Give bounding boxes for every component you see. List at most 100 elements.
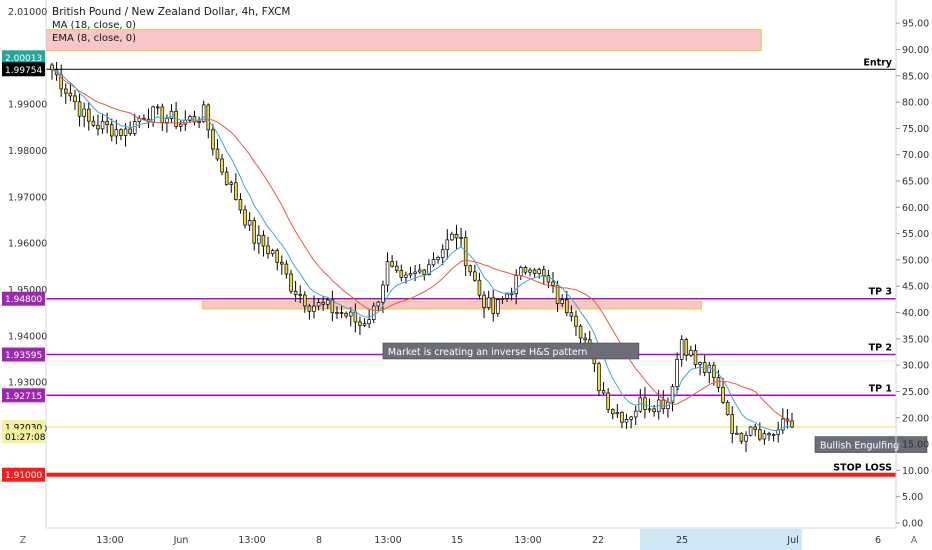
candle-body (440, 249, 445, 258)
candle-body (257, 234, 261, 244)
candle-body (578, 325, 583, 339)
legend: British Pound / New Zealand Dollar, 4h, … (52, 6, 290, 45)
candle-body (275, 250, 279, 263)
price-label-bg (2, 62, 45, 77)
time-tick-label: 13:00 (374, 535, 401, 546)
candle-body (574, 315, 578, 327)
candle-body (109, 124, 114, 137)
candle-body (105, 120, 109, 125)
candle-body (477, 279, 482, 296)
price-label-text: 1.99754 (5, 66, 42, 76)
annotation-text: Market is creating an inverse H&S patter… (388, 347, 588, 358)
auto-scale-label: A (911, 535, 918, 546)
candle-body (316, 302, 321, 307)
candle-body (523, 267, 528, 273)
candle-body (96, 125, 100, 130)
candle-body (243, 209, 247, 226)
candle-body (188, 116, 192, 121)
candle-body (399, 270, 404, 278)
candle-body (215, 148, 220, 160)
candle-body (330, 299, 335, 314)
candle-body (64, 88, 68, 94)
candle-body (712, 364, 716, 378)
candle-body (689, 350, 693, 356)
candle-body (643, 397, 647, 410)
levels: Entry TP 3 TP 2 TP 1 STOP LOSS (46, 57, 896, 477)
annotation-text: Bullish Engulfing (820, 441, 899, 452)
right-tick-label: 85.00 (902, 71, 929, 82)
right-tick-label: 20.00 (902, 413, 929, 424)
candle-body (652, 408, 656, 413)
candle-body (206, 104, 211, 131)
candle-body (417, 269, 422, 273)
candle-body (252, 220, 257, 244)
price-tick-label: 1.95000 (8, 285, 47, 296)
candle-body (229, 182, 234, 185)
right-tick-label: 75.00 (902, 124, 929, 135)
candle-body (482, 294, 486, 308)
right-tick-label: 90.00 (902, 45, 929, 56)
candle-body (307, 305, 312, 312)
chart-title: British Pound / New Zealand Dollar, 4h, … (52, 6, 291, 18)
candle-body (100, 120, 105, 130)
candle-body (790, 420, 794, 428)
candle-body (758, 429, 762, 440)
candle-body (679, 339, 684, 360)
candle-body (509, 293, 514, 296)
price-tick-label: 2.01000 (8, 7, 47, 18)
zones (45, 29, 762, 310)
candle-body (707, 364, 712, 373)
candle-body (565, 299, 569, 314)
time-tick-label: 22 (592, 535, 604, 546)
candle-body (385, 261, 390, 286)
candle-body (404, 274, 408, 278)
candle-body (353, 311, 358, 323)
price-label-text: 1.91000 (5, 471, 42, 481)
candle-body (298, 293, 302, 296)
price-label-text: 01:27:08 (5, 433, 46, 443)
candle-body (371, 305, 376, 320)
price-label-text: 1.93595 (5, 351, 42, 361)
candle-body (647, 408, 652, 411)
candle-body (601, 390, 606, 394)
right-tick-label: 35.00 (902, 334, 929, 345)
candle-body (431, 259, 436, 266)
candle-body (560, 299, 564, 304)
right-tick-label: 70.00 (902, 150, 929, 161)
candle-body (128, 128, 132, 134)
candle-body (546, 275, 551, 283)
right-tick-label: 80.00 (902, 98, 929, 109)
candle-body (169, 110, 174, 119)
price-label-text: 2.00013 (5, 54, 42, 64)
candle-body (303, 294, 307, 307)
candle-body (348, 311, 353, 317)
candle-body (459, 237, 463, 239)
candle-body (321, 302, 325, 305)
right-tick-label: 95.00 (902, 19, 929, 30)
price-label-bg (2, 467, 45, 482)
time-tick-label: 15 (451, 535, 463, 546)
candle-body (280, 261, 284, 265)
candle-body (762, 433, 767, 440)
candle-body (615, 412, 620, 415)
level-label: STOP LOSS (833, 463, 892, 474)
candle-body (197, 121, 201, 123)
annotation-box (382, 342, 640, 360)
candle-body (362, 323, 367, 326)
candle-body (500, 298, 505, 301)
candle-body (50, 64, 54, 70)
candle-body (569, 312, 574, 317)
candle-body (537, 269, 541, 274)
candle-body (514, 275, 518, 295)
candle-body (82, 108, 86, 117)
candle-body (730, 414, 735, 434)
candle-body (142, 117, 146, 120)
candle-body (771, 434, 776, 436)
candle-body (165, 118, 169, 123)
candle-body (491, 297, 496, 314)
level-label: TP 3 (869, 287, 892, 298)
candle-body (725, 402, 730, 416)
price-tick-label: 1.93000 (8, 378, 47, 389)
price-tick-label: 1.97000 (8, 192, 47, 203)
